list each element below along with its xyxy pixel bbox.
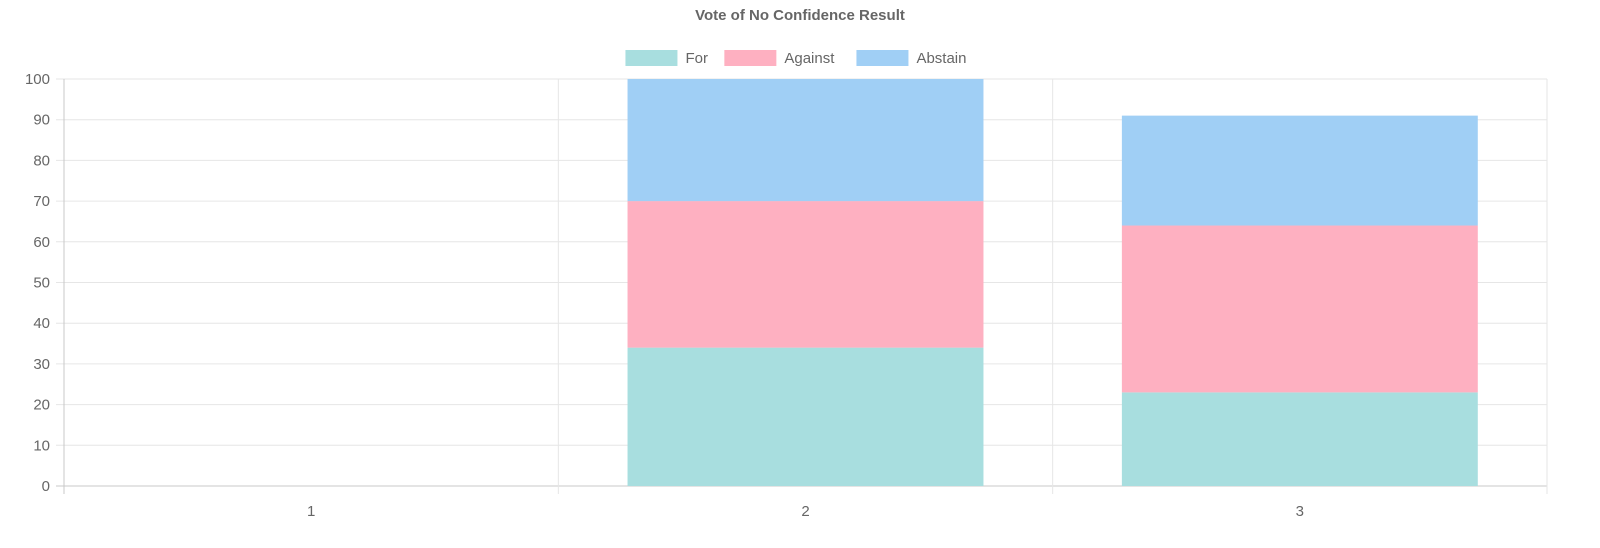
y-tick-label: 30 xyxy=(33,356,50,373)
bar-for-3[interactable] xyxy=(1121,392,1478,486)
legend-item-for[interactable]: For xyxy=(625,50,708,67)
y-tick-label: 90 xyxy=(33,112,50,129)
y-tick-label: 20 xyxy=(33,397,50,414)
legend-item-against[interactable]: Against xyxy=(724,50,835,67)
y-tick-label: 70 xyxy=(33,193,50,210)
legend-item-abstain[interactable]: Abstain xyxy=(856,50,966,67)
y-tick-label: 40 xyxy=(33,315,50,332)
bars xyxy=(627,79,1478,486)
legend-swatch xyxy=(856,50,909,66)
bar-abstain-3[interactable] xyxy=(1121,115,1478,226)
bar-abstain-2[interactable] xyxy=(627,79,984,202)
legend-label: Against xyxy=(784,50,835,67)
x-tick-label: 3 xyxy=(1296,503,1304,520)
x-tick-label: 1 xyxy=(307,503,315,520)
y-tick-label: 80 xyxy=(33,152,50,169)
bar-for-2[interactable] xyxy=(627,347,984,486)
x-tick-label: 2 xyxy=(801,503,809,520)
y-tick-label: 50 xyxy=(33,275,50,292)
legend: For Against Abstain xyxy=(625,50,966,67)
bar-against-2[interactable] xyxy=(627,201,984,348)
y-tick-label: 0 xyxy=(42,478,50,495)
chart-title: Vote of No Confidence Result xyxy=(695,7,905,24)
legend-swatch xyxy=(625,50,678,66)
legend-swatch xyxy=(724,50,777,66)
y-tick-label: 60 xyxy=(33,234,50,251)
legend-label: For xyxy=(685,50,708,67)
legend-label: Abstain xyxy=(916,50,966,67)
axes: 0 10 20 30 40 50 60 70 80 90 100 1 2 3 xyxy=(25,71,1304,520)
bar-against-3[interactable] xyxy=(1121,225,1478,393)
y-tick-label: 10 xyxy=(33,437,50,454)
y-tick-label: 100 xyxy=(25,71,50,88)
